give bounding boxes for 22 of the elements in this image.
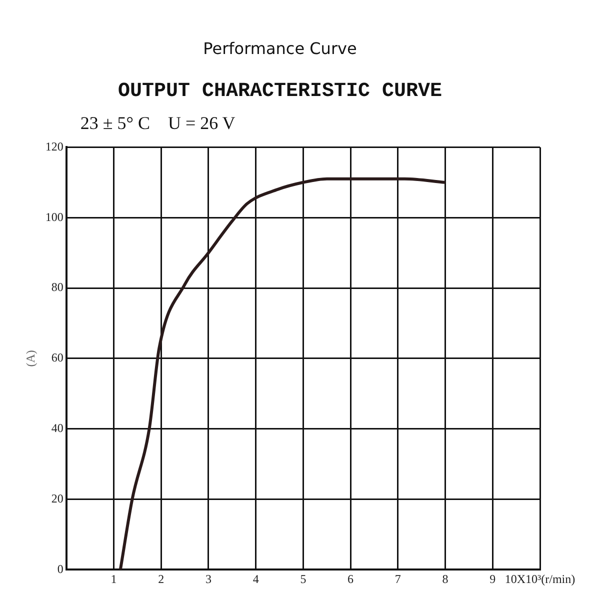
y-tick-label: 20 bbox=[51, 491, 64, 506]
x-tick-label: 2 bbox=[158, 572, 164, 586]
x-tick-label: 10X10³(r/min) bbox=[504, 572, 576, 586]
x-tick-label: 7 bbox=[394, 572, 401, 586]
x-tick-label: 9 bbox=[490, 572, 496, 586]
text: 23 ± 5° C U = 26 V bbox=[80, 112, 236, 133]
y-tick-label: 60 bbox=[51, 350, 64, 365]
x-tick-label: 4 bbox=[252, 572, 259, 586]
y-tick-label: 80 bbox=[51, 280, 64, 294]
x-tick-label: 6 bbox=[348, 572, 354, 586]
x-tick-label: 5 bbox=[300, 572, 306, 586]
x-tick-label: 3 bbox=[205, 572, 212, 586]
line-series bbox=[118, 177, 447, 570]
y-axis-title: (A) bbox=[23, 350, 38, 367]
x-tick-label: 8 bbox=[442, 572, 448, 586]
chart-title: Performance Curve bbox=[203, 38, 357, 58]
chart-subtitle: OUTPUT CHARACTERISTIC CURVE bbox=[118, 80, 442, 104]
y-tick-label: 100 bbox=[45, 210, 64, 224]
y-tick-label: 40 bbox=[51, 420, 64, 435]
x-tick-label: 1 bbox=[110, 572, 117, 586]
y-tick-label: 120 bbox=[45, 139, 64, 154]
y-tick-label: 0 bbox=[57, 562, 64, 576]
